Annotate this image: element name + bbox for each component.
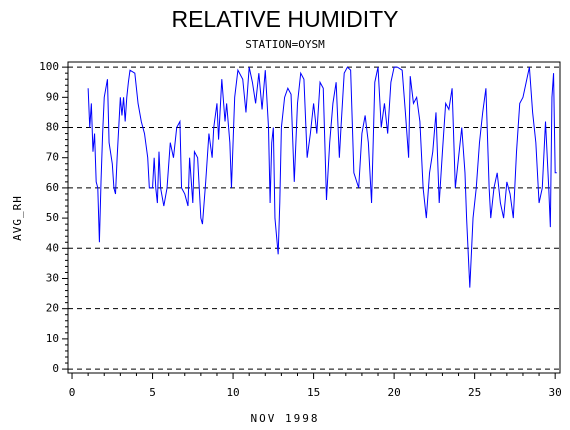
x-tick-label: 0: [69, 386, 76, 399]
y-tick-label: 100: [39, 60, 59, 73]
y-tick-label: 60: [46, 181, 59, 194]
x-axis-label: NOV 1998: [251, 412, 320, 425]
x-tick-label: 5: [149, 386, 156, 399]
x-tick-label: 25: [468, 386, 481, 399]
y-tick-label: 80: [46, 121, 59, 134]
chart-title: RELATIVE HUMIDITY: [171, 6, 398, 32]
x-tick-label: 30: [549, 386, 562, 399]
chart-subtitle: STATION=OYSM: [245, 38, 325, 51]
data-line: [87, 66, 557, 288]
y-tick-label: 20: [46, 302, 59, 315]
y-axis-label: AVG_RH: [11, 195, 24, 241]
y-tick-label: 40: [46, 241, 59, 254]
x-tick-label: 20: [387, 386, 400, 399]
y-tick-label: 70: [46, 151, 59, 164]
x-tick-label: 15: [307, 386, 320, 399]
y-tick-label: 0: [52, 362, 59, 375]
x-tick-label: 10: [226, 386, 239, 399]
y-tick-label: 10: [46, 332, 59, 345]
y-tick-label: 30: [46, 271, 59, 284]
y-tick-label: 50: [46, 211, 59, 224]
y-tick-label: 90: [46, 90, 59, 103]
